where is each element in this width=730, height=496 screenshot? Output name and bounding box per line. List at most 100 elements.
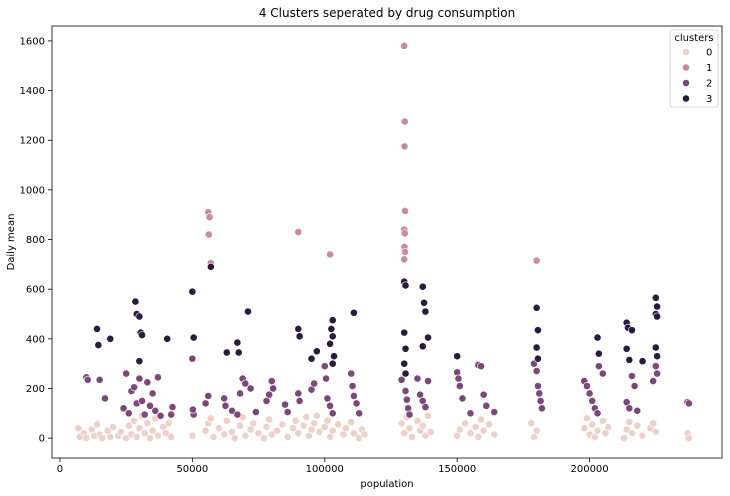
data-point-cluster-3: [307, 354, 316, 363]
data-point-cluster-0: [424, 411, 432, 420]
data-point-cluster-2: [167, 410, 176, 419]
data-point-cluster-2: [538, 404, 546, 413]
data-point-cluster-2: [402, 395, 411, 404]
data-point-cluster-0: [593, 426, 602, 435]
data-point-cluster-2: [252, 408, 260, 416]
plot-area: [51, 25, 723, 459]
data-point-cluster-3: [328, 359, 337, 368]
data-point-cluster-3: [625, 356, 634, 364]
y-tick-label: 1000: [20, 185, 45, 196]
data-point-cluster-2: [684, 399, 693, 408]
data-point-cluster-2: [651, 362, 660, 371]
data-point-cluster-0: [638, 431, 647, 440]
data-point-cluster-2: [241, 379, 250, 388]
data-point-cluster-3: [327, 324, 336, 333]
data-point-cluster-2: [424, 377, 432, 385]
data-point-cluster-0: [265, 415, 274, 424]
data-point-cluster-3: [593, 333, 602, 342]
data-point-cluster-2: [265, 390, 274, 399]
data-point-cluster-2: [349, 392, 358, 400]
data-point-cluster-0: [241, 431, 250, 440]
data-point-cluster-0: [106, 432, 115, 441]
data-point-cluster-0: [620, 434, 628, 443]
data-point-cluster-0: [474, 432, 483, 441]
data-point-cluster-2: [455, 382, 464, 390]
data-point-cluster-0: [254, 429, 263, 438]
data-point-cluster-0: [278, 420, 287, 429]
data-point-cluster-0: [188, 431, 197, 440]
data-point-cluster-3: [138, 331, 146, 340]
data-point-cluster-2: [347, 369, 356, 378]
data-point-cluster-2: [267, 377, 276, 385]
data-point-cluster-0: [283, 432, 292, 441]
data-point-cluster-0: [206, 414, 215, 423]
data-point-cluster-2: [233, 410, 242, 419]
data-point-cluster-0: [93, 420, 101, 429]
data-point-cluster-2: [397, 375, 406, 384]
data-point-cluster-3: [418, 342, 427, 351]
data-point-cluster-3: [312, 347, 321, 356]
data-point-cluster-3: [233, 338, 242, 347]
data-point-cluster-2: [532, 367, 541, 376]
data-point-cluster-0: [299, 421, 308, 430]
data-point-cluster-2: [413, 374, 422, 383]
data-point-cluster-0: [294, 429, 303, 438]
data-point-cluster-3: [653, 302, 662, 311]
data-point-cluster-0: [140, 429, 149, 438]
data-point-cluster-2: [583, 382, 591, 390]
data-point-cluster-2: [201, 399, 210, 408]
data-point-cluster-3: [400, 328, 409, 337]
data-point-cluster-0: [355, 434, 364, 443]
y-tick-label: 200: [26, 384, 45, 395]
data-point-cluster-0: [349, 429, 358, 438]
data-point-cluster-1: [401, 248, 409, 256]
data-point-cluster-0: [583, 414, 591, 423]
data-point-cluster-2: [310, 379, 319, 388]
data-point-cluster-0: [122, 434, 131, 443]
legend-marker-1: [682, 63, 690, 72]
data-point-cluster-3: [534, 326, 542, 335]
data-point-cluster-0: [334, 420, 342, 429]
data-point-cluster-3: [163, 334, 172, 343]
data-point-cluster-2: [101, 394, 109, 403]
data-point-cluster-2: [479, 390, 488, 399]
data-point-cluster-2: [221, 401, 230, 410]
data-point-cluster-2: [135, 374, 144, 383]
data-point-cluster-0: [413, 416, 422, 425]
data-point-cluster-3: [424, 333, 432, 342]
data-point-cluster-0: [143, 419, 152, 428]
data-point-cluster-3: [328, 316, 337, 325]
data-point-cluster-0: [418, 421, 427, 430]
data-point-cluster-0: [164, 419, 173, 428]
data-point-cluster-1: [401, 207, 409, 215]
data-point-cluster-3: [93, 324, 101, 333]
data-point-cluster-0: [580, 424, 589, 433]
data-point-cluster-1: [204, 230, 213, 239]
data-point-cluster-3: [326, 339, 334, 348]
y-tick-label: 0: [39, 434, 45, 445]
data-point-cluster-0: [230, 434, 239, 443]
data-point-cluster-0: [82, 434, 91, 443]
data-point-cluster-2: [593, 409, 602, 418]
data-point-cluster-2: [536, 396, 545, 405]
data-point-cluster-3: [401, 369, 410, 378]
data-point-cluster-2: [281, 400, 289, 409]
data-point-cluster-0: [236, 421, 244, 430]
data-point-cluster-1: [400, 142, 409, 151]
data-point-cluster-3: [400, 359, 409, 368]
data-point-cluster-0: [527, 419, 536, 428]
data-point-cluster-2: [124, 409, 133, 418]
legend-label-2: 2: [706, 79, 712, 90]
data-point-cluster-2: [154, 373, 162, 382]
data-point-cluster-2: [140, 410, 149, 419]
data-point-cluster-0: [124, 421, 133, 430]
data-point-cluster-0: [201, 426, 210, 435]
x-tick-label: 100000: [306, 464, 344, 475]
data-point-cluster-3: [420, 298, 428, 307]
y-tick-label: 1200: [20, 136, 45, 147]
data-point-cluster-0: [347, 418, 356, 426]
data-point-cluster-2: [246, 384, 255, 393]
data-point-cluster-0: [267, 430, 276, 439]
data-point-cluster-3: [131, 297, 140, 306]
data-point-cluster-0: [651, 428, 660, 436]
